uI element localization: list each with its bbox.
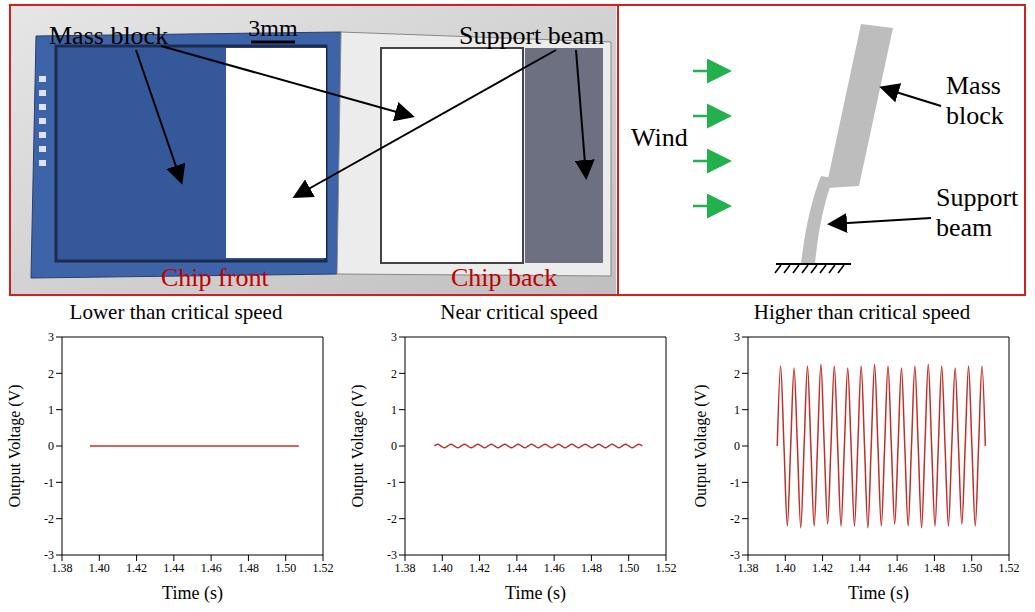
svg-text:1: 1	[391, 403, 397, 417]
html-text:Near critical speed: Near critical speed	[440, 300, 598, 324]
svg-text:1.52: 1.52	[999, 561, 1020, 575]
svg-text:1.52: 1.52	[313, 561, 334, 575]
svg-text:0: 0	[48, 439, 54, 453]
svg-text:3: 3	[734, 330, 740, 344]
svg-text:1.42: 1.42	[812, 561, 833, 575]
svg-text:1.50: 1.50	[275, 561, 296, 575]
svg-text:1.44: 1.44	[849, 561, 870, 575]
svg-text:1.46: 1.46	[544, 561, 565, 575]
svg-text:1.42: 1.42	[469, 561, 490, 575]
svg-text:1.40: 1.40	[89, 561, 110, 575]
svg-text:Time (s): Time (s)	[162, 583, 223, 604]
svg-text:1.48: 1.48	[238, 561, 259, 575]
svg-text:1.52: 1.52	[656, 561, 677, 575]
svg-text:-1: -1	[387, 476, 397, 490]
svg-text:Chip back: Chip back	[451, 263, 557, 292]
svg-text:0: 0	[391, 439, 397, 453]
svg-text:Time (s): Time (s)	[848, 583, 909, 604]
svg-text:Output Voltage (V): Output Voltage (V)	[692, 385, 710, 508]
svg-text:Mass block: Mass block	[49, 21, 168, 50]
svg-text:Chip front: Chip front	[161, 263, 269, 292]
svg-text:1.48: 1.48	[581, 561, 602, 575]
svg-text:1: 1	[48, 403, 54, 417]
svg-text:-3: -3	[730, 548, 740, 562]
svg-text:3mm: 3mm	[248, 15, 298, 41]
svg-text:1.50: 1.50	[618, 561, 639, 575]
svg-text:3: 3	[391, 330, 397, 344]
svg-text:1.40: 1.40	[775, 561, 796, 575]
svg-text:1.38: 1.38	[738, 561, 759, 575]
svg-text:Support beam: Support beam	[459, 21, 604, 50]
svg-text:Output Voltage (V): Output Voltage (V)	[349, 385, 367, 508]
svg-text:1.44: 1.44	[163, 561, 184, 575]
svg-text:1.50: 1.50	[961, 561, 982, 575]
svg-text:1.42: 1.42	[126, 561, 147, 575]
svg-text:-1: -1	[730, 476, 740, 490]
svg-text:Time (s): Time (s)	[505, 583, 566, 604]
svg-text:1: 1	[734, 403, 740, 417]
svg-text:-3: -3	[387, 548, 397, 562]
svg-text:-2: -2	[387, 512, 397, 526]
svg-text:Supportbeam: Supportbeam	[936, 183, 1019, 242]
svg-text:1.40: 1.40	[432, 561, 453, 575]
svg-text:1.38: 1.38	[52, 561, 73, 575]
svg-text:-2: -2	[730, 512, 740, 526]
svg-text:-2: -2	[44, 512, 54, 526]
svg-text:3: 3	[48, 330, 54, 344]
html-text:Lower than critical speed: Lower than critical speed	[69, 300, 283, 324]
html-text:Higher than critical speed: Higher than critical speed	[753, 300, 971, 324]
svg-text:2: 2	[734, 367, 740, 381]
svg-text:1.44: 1.44	[506, 561, 527, 575]
svg-text:Wind: Wind	[631, 123, 688, 152]
svg-text:2: 2	[391, 367, 397, 381]
svg-text:1.38: 1.38	[395, 561, 416, 575]
svg-text:2: 2	[48, 367, 54, 381]
svg-text:-1: -1	[44, 476, 54, 490]
svg-text:Output Voltage (V): Output Voltage (V)	[6, 385, 24, 508]
svg-text:1.46: 1.46	[887, 561, 908, 575]
svg-text:-3: -3	[44, 548, 54, 562]
svg-text:0: 0	[734, 439, 740, 453]
svg-text:1.46: 1.46	[201, 561, 222, 575]
svg-text:Massblock: Massblock	[946, 71, 1004, 130]
svg-text:1.48: 1.48	[924, 561, 945, 575]
